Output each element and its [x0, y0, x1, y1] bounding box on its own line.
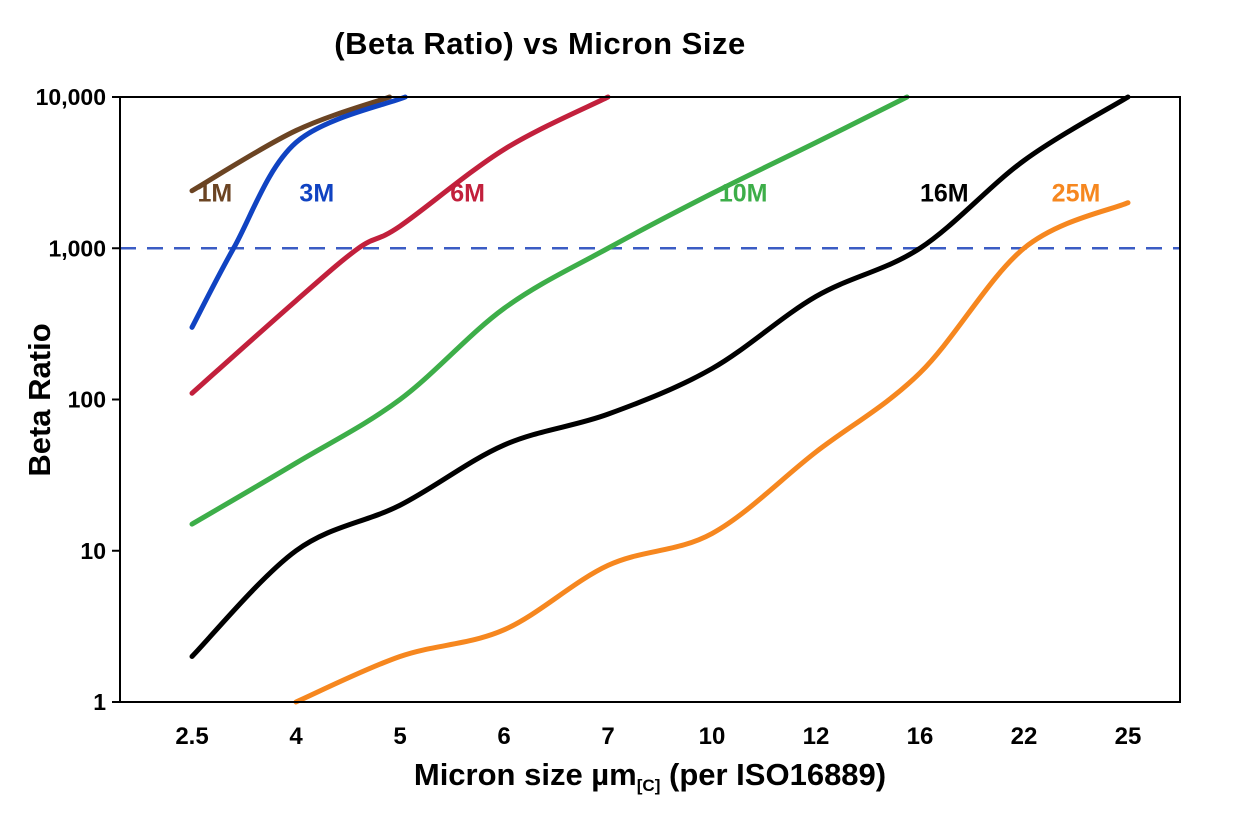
x-tick-label: 2.5	[175, 723, 208, 750]
x-tick-label: 7	[601, 723, 614, 750]
series-label-10M: 10M	[719, 180, 768, 208]
x-tick-label: 5	[393, 723, 406, 750]
series-label-1M: 1M	[198, 180, 233, 208]
series-label-6M: 6M	[450, 180, 485, 208]
series-label-25M: 25M	[1052, 180, 1101, 208]
x-tick-label: 10	[699, 723, 726, 750]
chart-title: (Beta Ratio) vs Micron Size	[334, 26, 746, 61]
x-axis-title-suffix: (per ISO16889)	[660, 757, 887, 792]
x-axis-title: Micron size µm[C] (per ISO16889)	[120, 757, 1180, 795]
y-tick-label: 1	[93, 689, 106, 715]
x-tick-label: 12	[803, 723, 830, 750]
x-tick-label: 16	[907, 723, 934, 750]
series-label-16M: 16M	[920, 180, 969, 208]
y-tick-label: 1,000	[48, 235, 106, 261]
series-curve-3M	[189, 94, 408, 330]
series-curve-10M	[189, 94, 910, 527]
series-curve-6M	[189, 94, 611, 396]
x-tick-label: 6	[497, 723, 510, 750]
series-label-3M: 3M	[299, 180, 334, 208]
x-tick-label: 4	[289, 723, 303, 750]
x-axis-title-subscript: [C]	[636, 775, 661, 795]
y-tick-label: 10,000	[36, 84, 106, 110]
y-tick-label: 100	[68, 387, 106, 413]
x-tick-label: 25	[1115, 723, 1142, 750]
series-curves-group	[189, 94, 1131, 705]
x-axis-title-text: Micron size µm	[413, 757, 637, 792]
series-curve-1M	[189, 94, 393, 194]
y-tick-label: 10	[80, 538, 106, 564]
series-curve-16M	[189, 94, 1131, 659]
series-curve-25M	[293, 200, 1131, 705]
x-tick-label: 22	[1011, 723, 1038, 750]
